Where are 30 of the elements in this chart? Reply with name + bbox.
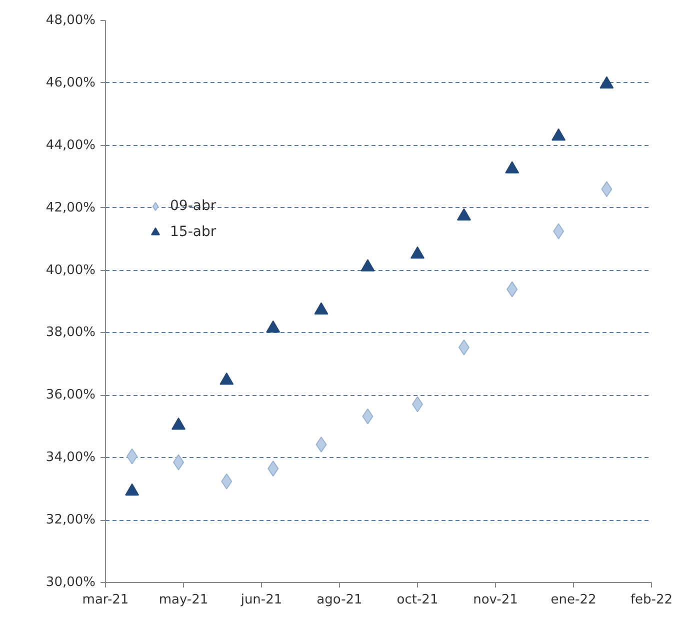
y-tick-label: 32,00% bbox=[46, 512, 96, 528]
y-tick-label: 36,00% bbox=[46, 388, 96, 403]
x-tick-label: mar-21 bbox=[82, 592, 129, 608]
y-tick-label: 48,00% bbox=[46, 13, 96, 28]
y-tick-label: 42,00% bbox=[46, 200, 96, 216]
legend-label: 09-abr bbox=[170, 198, 216, 214]
point bbox=[505, 161, 520, 174]
y-tick-label: 40,00% bbox=[46, 262, 96, 278]
point bbox=[266, 320, 280, 333]
y-tick-label: 44,00% bbox=[46, 138, 96, 153]
point bbox=[552, 128, 566, 141]
x-tick-label: ago-21 bbox=[316, 592, 362, 608]
x-tick-label: oct-21 bbox=[396, 592, 438, 608]
point bbox=[314, 302, 328, 314]
x-tick-label: jun-21 bbox=[240, 592, 282, 608]
point bbox=[600, 76, 614, 88]
point bbox=[316, 436, 327, 452]
legend-label: 15-abr bbox=[170, 224, 216, 240]
x-tick-label: ene-22 bbox=[550, 592, 596, 608]
point bbox=[410, 246, 424, 259]
y-tick-label: 46,00% bbox=[46, 75, 96, 90]
point bbox=[456, 208, 471, 221]
x-tick-label: feb-22 bbox=[630, 592, 673, 608]
y-tick-label: 30,00% bbox=[46, 575, 96, 590]
point bbox=[220, 372, 234, 385]
y-tick-label: 34,00% bbox=[46, 450, 96, 466]
x-tick-label: may-21 bbox=[158, 592, 208, 608]
x-tick-label: nov-21 bbox=[473, 592, 518, 608]
point bbox=[360, 259, 375, 272]
y-tick-label: 38,00% bbox=[46, 325, 96, 340]
